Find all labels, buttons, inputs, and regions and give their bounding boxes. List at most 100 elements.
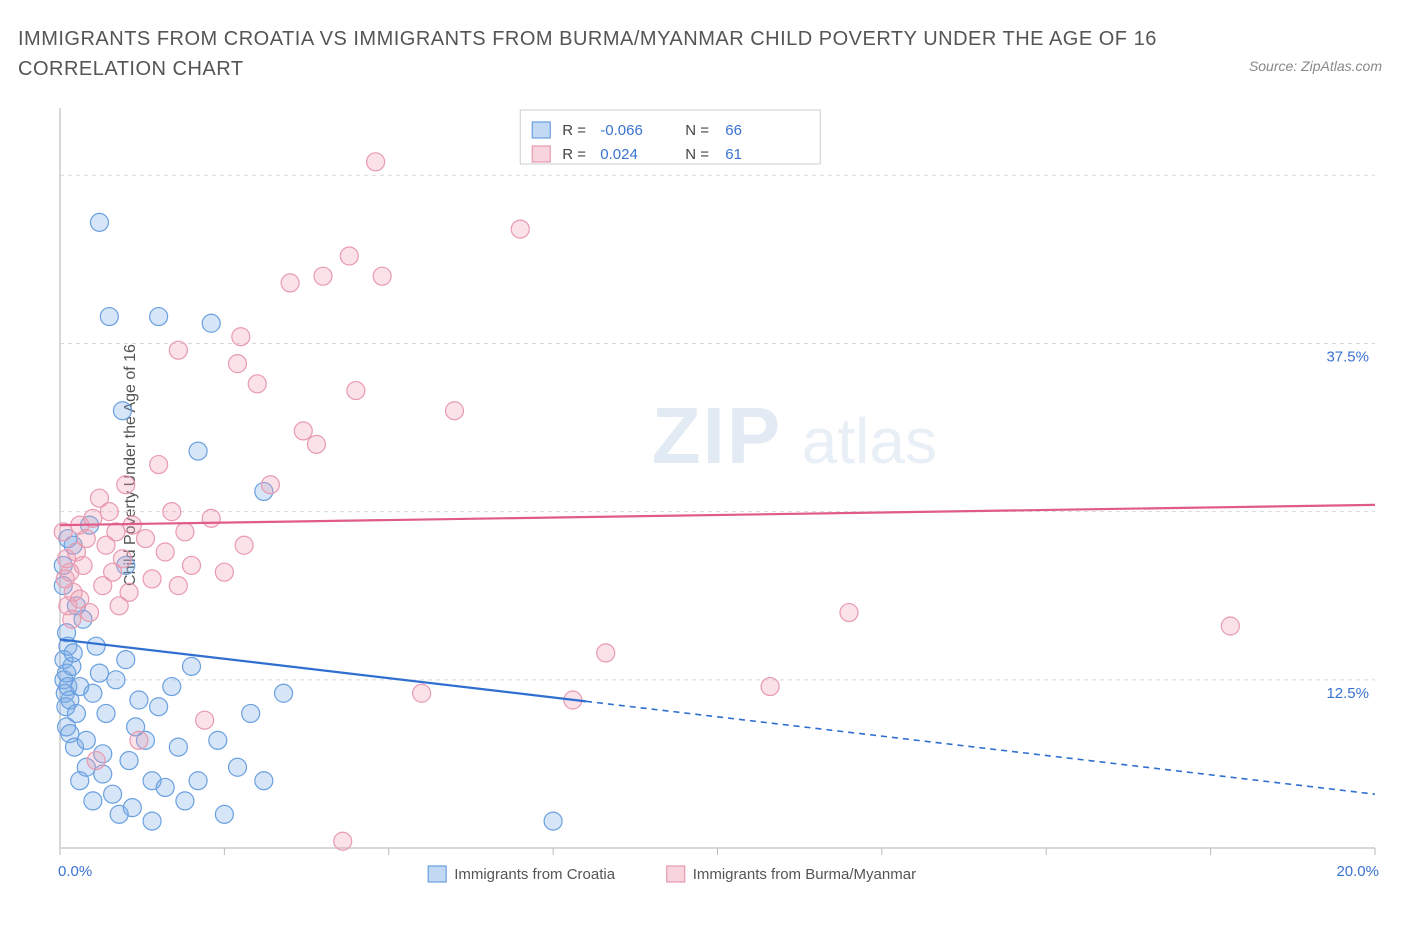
legend-value: 61	[725, 146, 742, 163]
data-point	[209, 731, 227, 749]
data-point	[183, 556, 201, 574]
data-point	[307, 435, 325, 453]
data-point	[100, 503, 118, 521]
data-point	[229, 758, 247, 776]
data-point	[64, 644, 82, 662]
data-point	[100, 308, 118, 326]
trend-line	[60, 505, 1375, 525]
data-point	[176, 523, 194, 541]
data-point	[235, 536, 253, 554]
legend-value: 66	[725, 122, 742, 139]
data-point	[294, 422, 312, 440]
data-point	[229, 355, 247, 373]
data-point	[150, 456, 168, 474]
x-tick-label: 0.0%	[58, 863, 92, 880]
chart-title: IMMIGRANTS FROM CROATIA VS IMMIGRANTS FR…	[18, 24, 1246, 84]
data-point	[81, 604, 99, 622]
data-point	[334, 832, 352, 850]
data-point	[261, 476, 279, 494]
data-point	[156, 543, 174, 561]
data-point	[281, 274, 299, 292]
data-point	[150, 698, 168, 716]
data-point	[242, 704, 260, 722]
x-tick-label: 20.0%	[1336, 863, 1379, 880]
data-point	[113, 550, 131, 568]
data-point	[123, 799, 141, 817]
data-point	[67, 704, 85, 722]
data-point	[202, 314, 220, 332]
data-point	[189, 442, 207, 460]
data-point	[107, 671, 125, 689]
data-point	[77, 731, 95, 749]
plot-area: ZIPatlas12.5%37.5%0.0%20.0%R =-0.066N =6…	[50, 108, 1385, 868]
data-point	[189, 772, 207, 790]
data-point	[761, 678, 779, 696]
data-point	[156, 778, 174, 796]
data-point	[143, 812, 161, 830]
data-point	[511, 220, 529, 238]
data-point	[196, 711, 214, 729]
data-point	[117, 476, 135, 494]
y-tick-label: 37.5%	[1326, 348, 1369, 365]
data-point	[87, 752, 105, 770]
data-point	[87, 637, 105, 655]
data-point	[97, 704, 115, 722]
data-point	[446, 402, 464, 420]
legend-label: N =	[685, 122, 709, 139]
legend-swatch	[428, 866, 446, 882]
data-point	[169, 738, 187, 756]
data-point	[163, 678, 181, 696]
series-legend-label: Immigrants from Croatia	[454, 866, 616, 883]
data-point	[215, 563, 233, 581]
y-tick-label: 12.5%	[1326, 685, 1369, 702]
data-point	[183, 657, 201, 675]
data-point	[176, 792, 194, 810]
data-point	[104, 785, 122, 803]
source-label: Source: ZipAtlas.com	[1249, 58, 1382, 74]
legend-swatch	[532, 146, 550, 162]
data-point	[169, 341, 187, 359]
chart-svg: ZIP atlas 12.5% 37.5% 0.0% 20.0% R = -0.066 N = 6…	[50, 108, 1385, 908]
data-point	[1221, 617, 1239, 635]
trend-line-dashed	[586, 701, 1375, 794]
data-point	[373, 267, 391, 285]
data-point	[248, 375, 266, 393]
data-point	[232, 328, 250, 346]
data-point	[107, 523, 125, 541]
legend-swatch	[667, 866, 685, 882]
data-point	[367, 153, 385, 171]
data-point	[90, 664, 108, 682]
data-point	[597, 644, 615, 662]
data-point	[77, 530, 95, 548]
legend-label: R =	[562, 122, 586, 139]
data-point	[84, 684, 102, 702]
legend-label: R =	[562, 146, 586, 163]
data-point	[136, 530, 154, 548]
data-point	[840, 604, 858, 622]
legend-swatch	[532, 122, 550, 138]
series-legend-label: Immigrants from Burma/Myanmar	[693, 866, 916, 883]
data-point	[117, 651, 135, 669]
data-point	[113, 402, 131, 420]
data-point	[120, 583, 138, 601]
data-point	[90, 213, 108, 231]
data-point	[63, 610, 81, 628]
data-point	[150, 308, 168, 326]
data-point	[544, 812, 562, 830]
data-point	[202, 509, 220, 527]
data-point	[169, 577, 187, 595]
watermark: atlas	[802, 405, 937, 477]
data-point	[143, 570, 161, 588]
data-point	[275, 684, 293, 702]
data-point	[314, 267, 332, 285]
data-point	[130, 731, 148, 749]
data-point	[163, 503, 181, 521]
chart-container: IMMIGRANTS FROM CROATIA VS IMMIGRANTS FR…	[0, 0, 1406, 930]
data-point	[215, 805, 233, 823]
legend-value: -0.066	[600, 122, 643, 139]
data-point	[84, 792, 102, 810]
watermark: ZIP	[652, 391, 782, 480]
legend-label: N =	[685, 146, 709, 163]
data-point	[340, 247, 358, 265]
data-point	[120, 752, 138, 770]
